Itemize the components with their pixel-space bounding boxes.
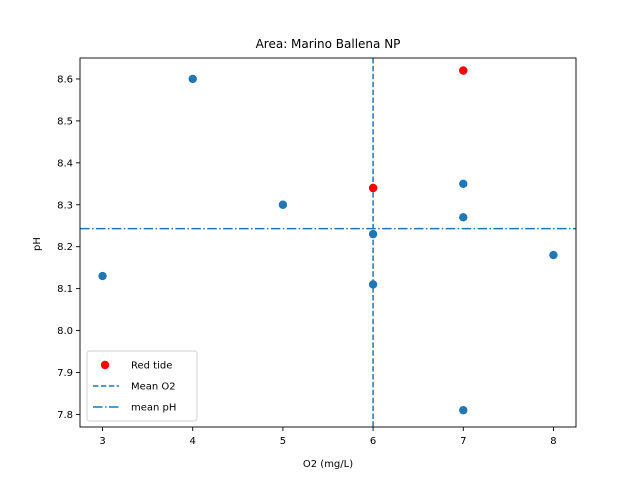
y-tick-label: 8.5: [57, 116, 73, 127]
axes-frame: [79, 57, 577, 428]
data-point: [368, 280, 378, 289]
x-tick-label: 3: [99, 436, 105, 447]
y-tick-label: 8.0: [57, 326, 73, 337]
y-axis: 7.8 7.9 8.0 8.1 8.2 8.3 8.4 8.5 8.6: [57, 74, 80, 421]
legend-red-tide-marker: [100, 360, 110, 370]
y-tick-label: 8.4: [57, 158, 73, 169]
y-tick-label: 8.6: [57, 74, 73, 85]
legend-label: mean pH: [131, 403, 176, 414]
x-axis-label: O2 (mg/L): [303, 459, 353, 470]
data-point: [368, 229, 378, 239]
legend: Red tide Mean O2 mean pH: [86, 350, 198, 422]
legend-box: [86, 350, 198, 422]
data-point: [459, 179, 468, 188]
y-tick-label: 8.2: [57, 242, 73, 253]
y-tick-label: 8.3: [57, 200, 73, 211]
red-tide-point: [459, 66, 468, 75]
x-tick-label: 4: [190, 436, 196, 447]
y-axis-label: pH: [32, 237, 43, 251]
data-point: [459, 213, 468, 222]
legend-label: Red tide: [131, 361, 172, 372]
y-tick-label: 7.8: [57, 410, 73, 421]
red-tide-point: [368, 183, 378, 193]
data-point: [459, 406, 468, 415]
data-point: [98, 271, 107, 281]
x-axis: 3 4 5 6 7 8: [99, 427, 557, 447]
data-point: [188, 74, 197, 84]
plot-area: [79, 57, 577, 428]
x-tick-label: 8: [550, 436, 556, 447]
data-point: [278, 200, 288, 209]
chart-title: Area: Marino Ballena NP: [256, 37, 401, 51]
y-tick-label: 7.9: [57, 368, 73, 379]
x-tick-label: 6: [370, 436, 376, 447]
x-tick-label: 7: [460, 436, 466, 447]
data-point: [549, 250, 558, 260]
y-tick-label: 8.1: [57, 284, 73, 295]
x-tick-label: 5: [280, 436, 286, 447]
legend-label: Mean O2: [131, 382, 176, 393]
